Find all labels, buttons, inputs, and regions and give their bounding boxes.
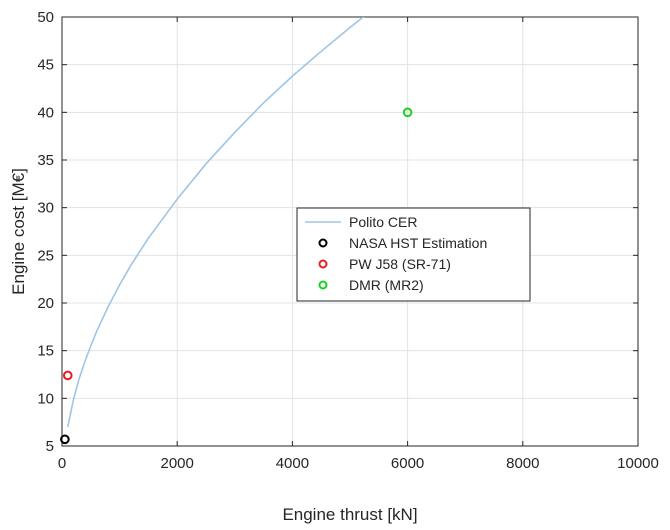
y-tick-label: 30: [37, 200, 54, 217]
legend: Polito CER NASA HST Estimation PW J58 (S…: [296, 207, 531, 302]
y-tick-label: 40: [37, 104, 54, 121]
x-tick-label: 0: [58, 455, 66, 472]
legend-swatch-nasa-hst: [318, 238, 328, 248]
x-tick-label: 8000: [506, 455, 539, 472]
legend-entry-pw-j58: PW J58 (SR-71): [318, 256, 451, 272]
series-layer: [60, 17, 413, 445]
x-tick-label: 10000: [617, 455, 659, 472]
legend-label-polito-cer: Polito CER: [349, 214, 417, 230]
plot-area: [61, 16, 639, 447]
legend-entry-dmr-mr2: DMR (MR2): [318, 277, 424, 293]
legend-entry-polito-cer: Polito CER: [305, 214, 417, 230]
series-point-2: [62, 370, 73, 381]
y-axis-label: Engine cost [M€]: [9, 168, 28, 295]
y-tick-label: 15: [37, 343, 54, 360]
legend-label-nasa-hst: NASA HST Estimation: [349, 235, 487, 251]
x-axis-label: Engine thrust [kN]: [282, 505, 417, 524]
x-tick-label: 6000: [391, 455, 424, 472]
y-tick-label: 25: [37, 247, 54, 264]
legend-swatch-pw-j58: [318, 259, 328, 269]
y-tick-label: 45: [37, 57, 54, 74]
series-point-3: [402, 107, 413, 118]
y-tick-label: 35: [37, 152, 54, 169]
y-tick-label: 10: [37, 390, 54, 407]
x-tick-label: 2000: [161, 455, 194, 472]
y-tick-label: 50: [37, 9, 54, 26]
y-tick-label: 20: [37, 295, 54, 312]
series-line-polito-cer: [66, 17, 365, 428]
x-tick-label: 4000: [276, 455, 309, 472]
legend-entry-nasa-hst: NASA HST Estimation: [318, 235, 487, 251]
legend-label-pw-j58: PW J58 (SR-71): [349, 256, 451, 272]
legend-swatch-dmr-mr2: [318, 280, 328, 290]
axis-ticks: 0 2000 4000 6000 8000 10000 5 10 15 20 25 30 35 40 45 5…: [37, 9, 659, 472]
legend-box: [296, 207, 531, 302]
y-tick-label: 5: [46, 438, 54, 455]
legend-label-dmr-mr2: DMR (MR2): [349, 277, 424, 293]
series-point-1: [60, 434, 70, 445]
